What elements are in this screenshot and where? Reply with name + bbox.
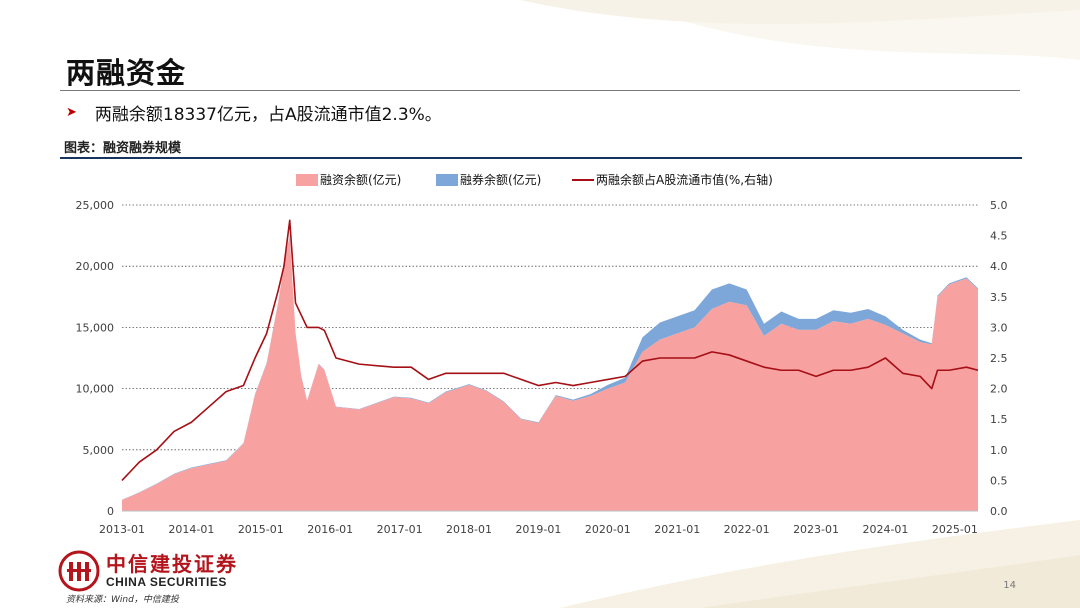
y-right-tick-label: 4.5 xyxy=(990,230,1008,243)
x-tick-label: 2024-01 xyxy=(862,523,908,536)
y-left-tick-label: 25,000 xyxy=(76,199,115,212)
legend-label: 融券余额(亿元) xyxy=(460,172,541,187)
citic-logo-icon xyxy=(58,550,100,592)
x-tick-label: 2023-01 xyxy=(793,523,839,536)
y-left-tick-label: 5,000 xyxy=(83,444,115,457)
legend-label: 两融余额占A股流通市值(%,右轴) xyxy=(596,172,773,187)
y-right-tick-label: 0.5 xyxy=(990,474,1008,487)
title-divider xyxy=(60,90,1020,91)
y-right-tick-label: 0.0 xyxy=(990,505,1008,518)
ratio-line xyxy=(121,219,979,481)
page-number: 14 xyxy=(1003,580,1016,591)
x-tick-label: 2025-01 xyxy=(932,523,978,536)
bullet-point: ➤ 两融余额18337亿元，占A股流通市值2.3%。 xyxy=(66,100,442,125)
company-logo: 中信建投证券 CHINA SECURITIES xyxy=(58,550,238,592)
y-right-tick-label: 5.0 xyxy=(990,199,1008,212)
logo-english-name: CHINA SECURITIES xyxy=(106,574,227,589)
y-right-tick-label: 2.0 xyxy=(990,383,1008,396)
y-right-tick-label: 3.0 xyxy=(990,321,1008,334)
legend-label: 融资余额(亿元) xyxy=(320,172,401,187)
x-tick-label: 2022-01 xyxy=(724,523,770,536)
x-tick-label: 2018-01 xyxy=(446,523,492,536)
y-right-tick-label: 3.5 xyxy=(990,291,1008,304)
x-tick-label: 2013-01 xyxy=(99,523,145,536)
x-tick-label: 2019-01 xyxy=(515,523,561,536)
caption-divider xyxy=(60,157,1022,159)
legend-swatch xyxy=(436,174,458,186)
margin-financing-chart: 0 5,000 10,000 15,000 20,000 25,000 0.0 0.5 1.0 1… xyxy=(76,172,1008,536)
data-source-note: 资料来源：Wind，中信建投 xyxy=(66,595,179,605)
y-left-tick-label: 20,000 xyxy=(76,260,115,273)
page-title: 两融资金 xyxy=(66,56,187,90)
y-left-tick-label: 15,000 xyxy=(76,321,115,334)
logo-chinese-name: 中信建投证券 xyxy=(106,551,238,576)
x-tick-label: 2020-01 xyxy=(585,523,631,536)
x-tick-label: 2017-01 xyxy=(377,523,423,536)
y-right-tick-label: 2.5 xyxy=(990,352,1008,365)
y-right-tick-label: 1.0 xyxy=(990,444,1008,457)
x-tick-label: 2014-01 xyxy=(168,523,214,536)
arrow-bullet-icon: ➤ xyxy=(66,105,77,120)
x-tick-label: 2015-01 xyxy=(238,523,284,536)
y-left-tick-label: 0 xyxy=(107,505,114,518)
y-left-tick-label: 10,000 xyxy=(76,383,115,396)
y-right-tick-label: 1.5 xyxy=(990,413,1008,426)
legend-swatch xyxy=(296,174,318,186)
bullet-text: 两融余额18337亿元，占A股流通市值2.3%。 xyxy=(94,105,442,125)
x-tick-label: 2021-01 xyxy=(654,523,700,536)
y-right-tick-label: 4.0 xyxy=(990,260,1008,273)
margin-financing-area xyxy=(122,235,978,511)
chart-caption: 图表：融资融券规模 xyxy=(64,141,182,156)
x-tick-label: 2016-01 xyxy=(307,523,353,536)
